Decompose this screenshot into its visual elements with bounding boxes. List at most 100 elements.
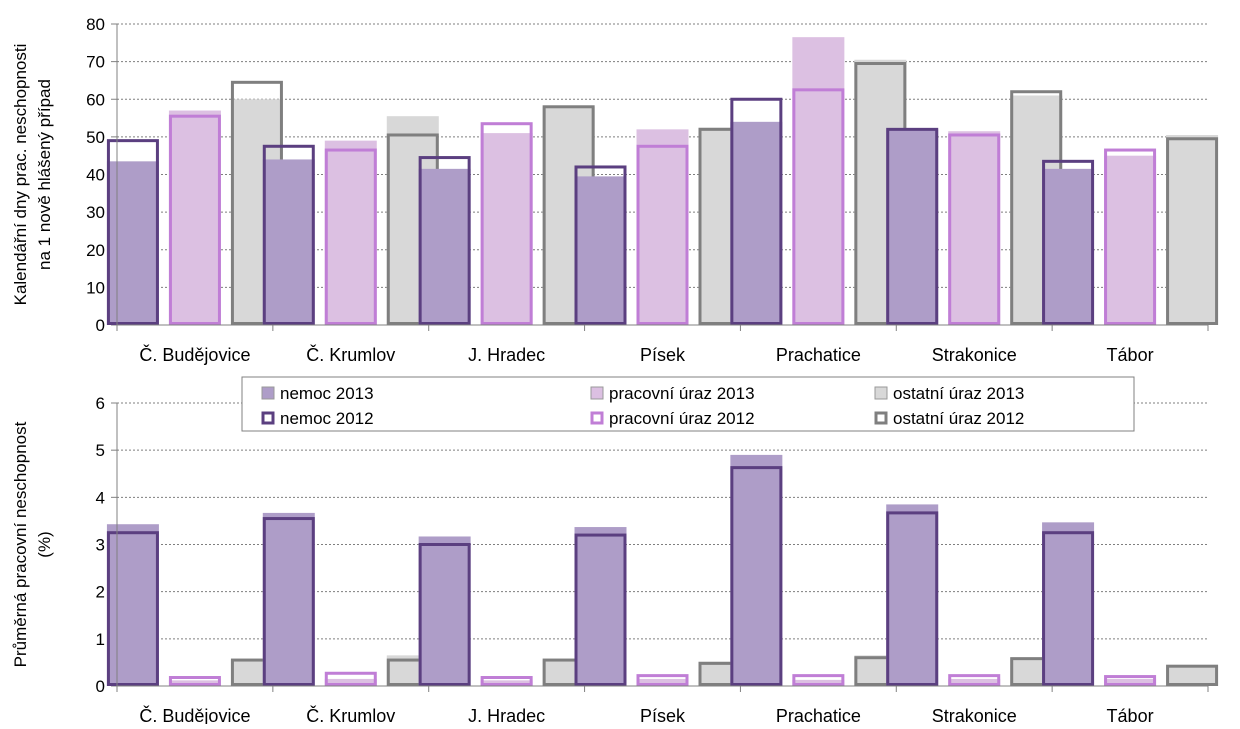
bar-nemoc-2013-c-krumlov bbox=[262, 159, 315, 325]
bar-ostatni-uraz-2012-tabor bbox=[1166, 137, 1219, 325]
bar-nemoc-2012-c-krumlov bbox=[262, 144, 315, 325]
bar-pracovni-uraz-2013-j-hradec bbox=[480, 133, 533, 325]
y-tick-label: 0 bbox=[96, 316, 105, 335]
y-tick-label: 10 bbox=[86, 278, 105, 297]
bar-nemoc-2013-prachatice bbox=[730, 121, 783, 325]
bar-pracovni-uraz-2013-pisek bbox=[636, 678, 689, 686]
y-tick-label: 3 bbox=[96, 536, 105, 555]
bar-pracovni-uraz-2013-strakonice bbox=[948, 678, 1001, 686]
bar-pracovni-uraz-2012-pisek bbox=[636, 144, 689, 325]
bar-nemoc-2013-strakonice bbox=[886, 129, 939, 325]
bar-nemoc-2012-j-hradec bbox=[418, 156, 471, 325]
legend-swatch-pracovni-uraz-2013 bbox=[590, 386, 604, 400]
y-tick-label: 6 bbox=[96, 394, 105, 413]
legend-label-nemoc-2012: nemoc 2012 bbox=[280, 409, 374, 428]
bar-nemoc-2013-j-hradec bbox=[418, 536, 471, 686]
bar-nemoc-2012-tabor bbox=[1042, 159, 1095, 325]
y-tick-label: 2 bbox=[96, 583, 105, 602]
bar-pracovni-uraz-2013-pisek bbox=[636, 129, 689, 325]
y-tick-label: 60 bbox=[86, 90, 105, 109]
bar-nemoc-2012-prachatice bbox=[730, 97, 783, 325]
x-tick-label-c-budejovice: Č. Budějovice bbox=[139, 344, 250, 365]
legend-swatch-ostatni-uraz-2012 bbox=[874, 411, 888, 425]
bar-nemoc-2013-prachatice bbox=[730, 454, 783, 686]
y-tick-label: 40 bbox=[86, 166, 105, 185]
bar-pracovni-uraz-2013-tabor bbox=[1104, 678, 1157, 686]
y-tick-label: 30 bbox=[86, 203, 105, 222]
legend-swatch-ostatni-uraz-2013 bbox=[874, 386, 888, 400]
x-tick-label-c-krumlov: Č. Krumlov bbox=[306, 705, 395, 724]
x-tick-label-tabor: Tábor bbox=[1107, 706, 1154, 724]
x-tick-label-prachatice: Prachatice bbox=[776, 706, 861, 724]
x-tick-label-j-hradec: J. Hradec bbox=[468, 345, 545, 365]
legend-label-ostatni-uraz-2012: ostatní úraz 2012 bbox=[893, 409, 1024, 428]
y-tick-label: 5 bbox=[96, 441, 105, 460]
bar-pracovni-uraz-2012-j-hradec bbox=[480, 122, 533, 325]
legend-swatch-nemoc-2013 bbox=[261, 386, 275, 400]
bar-nemoc-2012-tabor bbox=[1042, 531, 1095, 686]
bar-pracovni-uraz-2013-c-krumlov bbox=[324, 140, 377, 325]
bar-nemoc-2012-j-hradec bbox=[418, 543, 471, 686]
x-tick-label-c-budejovice: Č. Budějovice bbox=[139, 705, 250, 724]
bar-nemoc-2013-j-hradec bbox=[418, 168, 471, 325]
bottom-chart-panel: 0 1 2 3 4 5 6 Č. Budějovice Č. Krumlov J. Hradec P… bbox=[11, 394, 1219, 726]
bar-pracovni-uraz-2013-c-budejovice bbox=[168, 110, 221, 325]
bar-pracovni-uraz-2013-prachatice bbox=[792, 679, 845, 686]
x-tick-label-prachatice: Prachatice bbox=[776, 345, 861, 365]
bar-pracovni-uraz-2012-tabor bbox=[1104, 148, 1157, 325]
bar-pracovni-uraz-2013-strakonice bbox=[948, 131, 1001, 325]
bar-pracovni-uraz-2012-tabor bbox=[1104, 675, 1157, 686]
bar-nemoc-2013-pisek bbox=[574, 176, 627, 325]
x-tick-label-strakonice: Strakonice bbox=[932, 345, 1017, 365]
x-tick-label-pisek: Písek bbox=[640, 706, 686, 724]
bar-nemoc-2012-pisek bbox=[574, 533, 627, 686]
bar-pracovni-uraz-2012-strakonice bbox=[948, 133, 1001, 325]
bar-pracovni-uraz-2013-prachatice bbox=[792, 37, 845, 325]
legend-label-ostatni-uraz-2013: ostatní úraz 2013 bbox=[893, 384, 1024, 403]
y-axis-title: Průměrná pracovní neschopnost (%) bbox=[11, 421, 54, 667]
x-tick-label-pisek: Písek bbox=[640, 345, 686, 365]
bar-nemoc-2012-strakonice bbox=[886, 127, 939, 325]
bar-pracovni-uraz-2012-strakonice bbox=[948, 674, 1001, 687]
y-tick-label: 80 bbox=[86, 15, 105, 34]
bar-ostatni-uraz-2013-tabor bbox=[1166, 666, 1219, 686]
bar-nemoc-2013-pisek bbox=[574, 527, 627, 686]
bar-pracovni-uraz-2012-c-budejovice bbox=[168, 114, 221, 326]
bar-nemoc-2012-prachatice bbox=[730, 466, 783, 687]
bar-nemoc-2013-c-krumlov bbox=[262, 512, 315, 686]
bar-nemoc-2012-pisek bbox=[574, 165, 627, 325]
y-tick-label: 20 bbox=[86, 241, 105, 260]
x-tick-label-j-hradec: J. Hradec bbox=[468, 706, 545, 724]
x-tick-label-c-krumlov: Č. Krumlov bbox=[306, 344, 395, 365]
bar-pracovni-uraz-2012-c-krumlov bbox=[324, 671, 377, 687]
y-tick-label: 50 bbox=[86, 128, 105, 147]
bar-pracovni-uraz-2012-prachatice bbox=[792, 88, 845, 325]
y-tick-label: 70 bbox=[86, 53, 105, 72]
bar-pracovni-uraz-2012-c-krumlov bbox=[324, 148, 377, 325]
bar-pracovni-uraz-2013-c-krumlov bbox=[324, 678, 377, 686]
y-axis-title: Kalendářní dny prac. neschopnosti na 1 no… bbox=[11, 44, 54, 306]
bar-pracovni-uraz-2012-prachatice bbox=[792, 674, 845, 687]
bar-nemoc-2013-strakonice bbox=[886, 504, 939, 686]
y-tick-label: 1 bbox=[96, 630, 105, 649]
legend-swatch-nemoc-2012 bbox=[261, 411, 275, 425]
bar-nemoc-2013-tabor bbox=[1042, 522, 1095, 686]
chart-legend: nemoc 2013 pracovní úraz 2013 ostatní úraz… bbox=[241, 376, 1135, 432]
top-chart-panel: 0 10 20 30 40 50 60 70 80 Č. Budějovice Č. Krumlov… bbox=[11, 15, 1219, 365]
y-tick-label: 0 bbox=[96, 677, 105, 696]
bar-nemoc-2012-strakonice bbox=[886, 511, 939, 686]
legend-label-pracovni-uraz-2012: pracovní úraz 2012 bbox=[609, 409, 755, 428]
bar-pracovni-uraz-2013-tabor bbox=[1104, 155, 1157, 325]
bar-pracovni-uraz-2012-j-hradec bbox=[480, 676, 533, 687]
bar-nemoc-2012-c-budejovice bbox=[106, 531, 159, 686]
legend-swatch-pracovni-uraz-2012 bbox=[590, 411, 604, 425]
bar-ostatni-uraz-2012-tabor bbox=[1166, 664, 1219, 687]
bar-pracovni-uraz-2012-c-budejovice bbox=[168, 676, 221, 687]
bar-nemoc-2013-tabor bbox=[1042, 168, 1095, 325]
legend-box bbox=[241, 376, 1135, 432]
bar-nemoc-2012-c-budejovice bbox=[106, 139, 159, 325]
bar-pracovni-uraz-2012-pisek bbox=[636, 674, 689, 687]
bar-nemoc-2012-c-krumlov bbox=[262, 517, 315, 687]
